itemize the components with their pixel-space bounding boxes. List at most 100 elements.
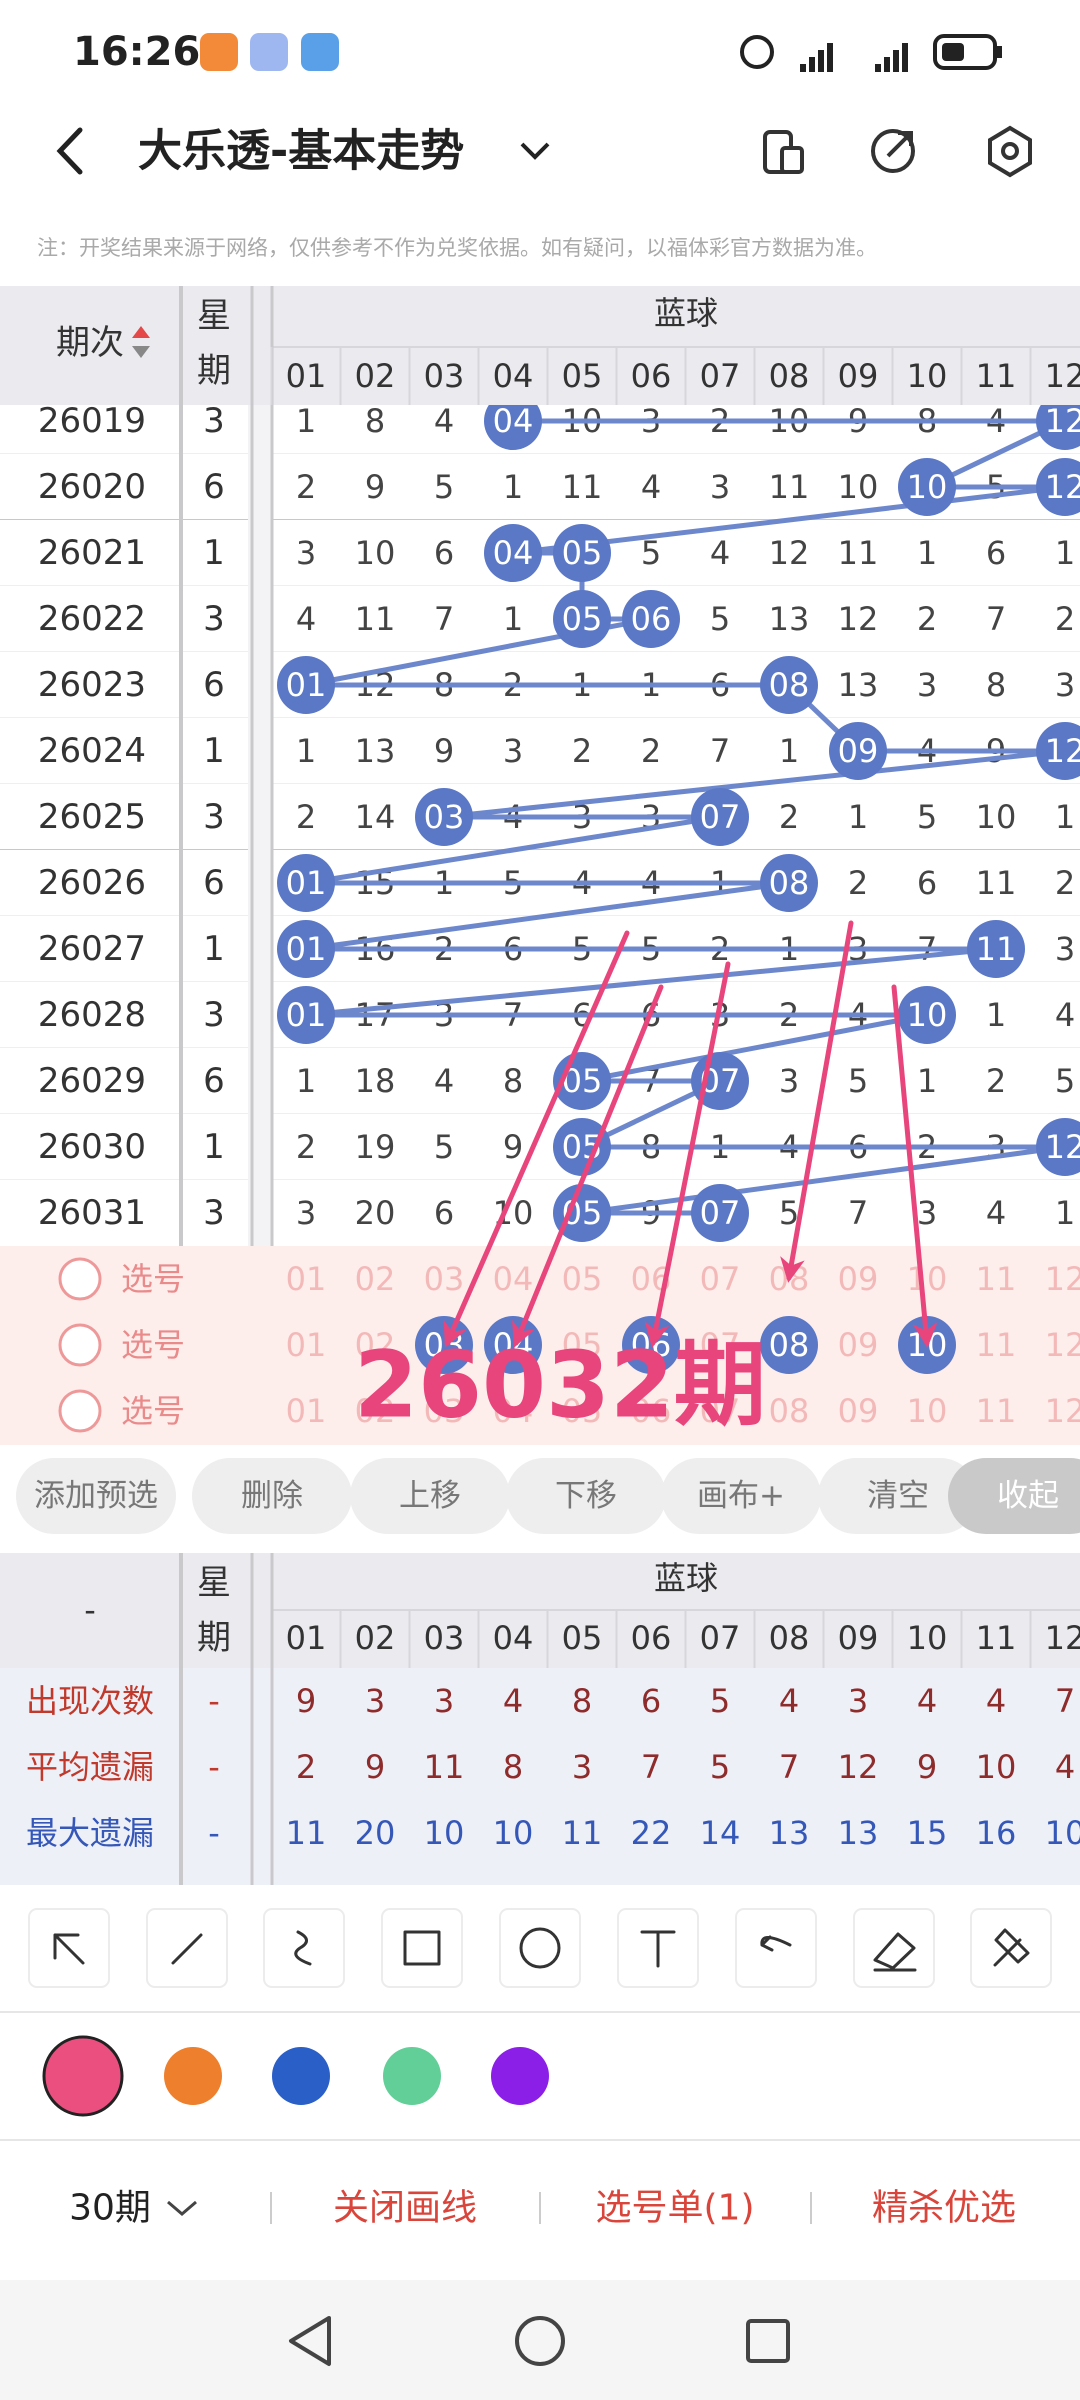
select-number[interactable]: 05 xyxy=(562,1260,603,1298)
action-button[interactable] xyxy=(506,1458,666,1534)
issue-header: 期次 xyxy=(56,323,124,363)
select-number[interactable]: 12 xyxy=(1045,1392,1080,1430)
share-icon[interactable] xyxy=(871,129,915,173)
picked-circle[interactable] xyxy=(760,1316,818,1374)
hit-circle xyxy=(1036,458,1080,516)
hit-number: 01 xyxy=(286,864,327,902)
select-number[interactable]: 07 xyxy=(700,1392,741,1430)
select-number[interactable]: 08 xyxy=(769,1392,810,1430)
select-number[interactable]: 03 xyxy=(424,1260,465,1298)
select-number[interactable]: 10 xyxy=(907,1392,948,1430)
period-select[interactable]: 30期 xyxy=(69,2188,151,2229)
hit-circle xyxy=(760,854,818,912)
hit-circle xyxy=(277,656,335,714)
action-button[interactable] xyxy=(350,1458,510,1534)
bottom-action[interactable]: 选号单(1) xyxy=(596,2188,755,2229)
select-label: 选号 xyxy=(121,1326,185,1364)
hit-circle xyxy=(967,920,1025,978)
nav-recent[interactable] xyxy=(746,2319,790,2363)
omission-cell: 4 xyxy=(434,1062,454,1100)
select-number[interactable]: 06 xyxy=(631,1392,672,1430)
select-number[interactable]: 09 xyxy=(838,1260,879,1298)
action-button[interactable] xyxy=(818,1458,978,1534)
color-swatch[interactable] xyxy=(491,2047,549,2105)
stats-value: 11 xyxy=(424,1748,465,1786)
settings-icon[interactable] xyxy=(988,125,1032,178)
tool-button[interactable] xyxy=(499,1908,581,1988)
select-radio[interactable] xyxy=(58,1323,102,1367)
stats-value: 14 xyxy=(700,1814,741,1852)
omission-cell: 10 xyxy=(355,534,396,572)
action-button[interactable] xyxy=(948,1458,1080,1534)
column-header: 09 xyxy=(838,1619,879,1657)
select-number[interactable]: 01 xyxy=(286,1392,327,1430)
hit-circle xyxy=(415,788,473,846)
nav-back[interactable] xyxy=(289,2316,331,2366)
color-swatch[interactable] xyxy=(164,2047,222,2105)
sort-down[interactable] xyxy=(132,346,150,358)
bottom-action[interactable]: 精杀优选 xyxy=(872,2188,1016,2229)
select-number[interactable]: 11 xyxy=(976,1260,1017,1298)
select-number[interactable]: 02 xyxy=(355,1392,396,1430)
share-arrow[interactable] xyxy=(886,131,913,158)
omission-cell: 13 xyxy=(769,600,810,638)
hit-number: 12 xyxy=(1045,468,1080,506)
select-number[interactable]: 05 xyxy=(562,1392,603,1430)
nav-home[interactable] xyxy=(515,2316,565,2366)
select-radio[interactable] xyxy=(58,1389,102,1433)
issue-number: 26025 xyxy=(38,797,146,837)
select-number[interactable]: 09 xyxy=(838,1392,879,1430)
weekday: 3 xyxy=(203,995,225,1035)
select-radio[interactable] xyxy=(58,1257,102,1301)
device-icon-2[interactable] xyxy=(780,146,804,174)
hit-circle xyxy=(691,788,749,846)
select-number[interactable]: 12 xyxy=(1045,1326,1080,1364)
hit-circle xyxy=(277,986,335,1044)
select-number[interactable]: 04 xyxy=(493,1392,534,1430)
select-number[interactable]: 11 xyxy=(976,1392,1017,1430)
select-number[interactable]: 02 xyxy=(355,1326,396,1364)
color-swatch[interactable] xyxy=(272,2047,330,2105)
omission-cell: 1 xyxy=(986,996,1006,1034)
select-number[interactable]: 10 xyxy=(907,1260,948,1298)
title-dropdown[interactable] xyxy=(520,142,550,160)
select-number[interactable]: 09 xyxy=(838,1326,879,1364)
weekday: 1 xyxy=(203,533,225,573)
tool-button[interactable] xyxy=(381,1908,463,1988)
color-swatch[interactable] xyxy=(42,2035,124,2117)
tool-button[interactable] xyxy=(853,1908,935,1988)
back-button[interactable] xyxy=(56,127,83,175)
issue-number: 26027 xyxy=(38,929,146,969)
select-number[interactable]: 07 xyxy=(700,1326,741,1364)
select-number[interactable]: 02 xyxy=(355,1260,396,1298)
column-header: 06 xyxy=(631,1619,672,1657)
hit-ball: 12 xyxy=(1036,458,1080,516)
tool-button[interactable] xyxy=(735,1908,817,1988)
select-number[interactable]: 01 xyxy=(286,1326,327,1364)
omission-cell: 4 xyxy=(434,402,454,440)
select-number[interactable]: 07 xyxy=(700,1260,741,1298)
select-number[interactable]: 11 xyxy=(976,1326,1017,1364)
select-number[interactable]: 01 xyxy=(286,1260,327,1298)
bottom-action[interactable]: 关闭画线 xyxy=(333,2188,477,2229)
tool-button[interactable] xyxy=(263,1908,345,1988)
omission-cell: 5 xyxy=(434,1128,454,1166)
omission-cell: 3 xyxy=(296,534,316,572)
color-swatch[interactable] xyxy=(383,2047,441,2105)
select-number[interactable]: 04 xyxy=(493,1260,534,1298)
issue-number: 26024 xyxy=(38,731,146,771)
hit-number: 04 xyxy=(493,402,534,440)
hit-ball: 01 xyxy=(277,920,335,978)
hit-circle xyxy=(898,458,956,516)
omission-cell: 13 xyxy=(838,666,879,704)
hit-number: 07 xyxy=(700,798,741,836)
select-number[interactable]: 03 xyxy=(424,1392,465,1430)
select-number[interactable]: 05 xyxy=(562,1326,603,1364)
stats-row-bg xyxy=(0,1866,1080,1885)
action-button[interactable] xyxy=(192,1458,352,1534)
column-header: 01 xyxy=(286,1619,327,1657)
select-number[interactable]: 12 xyxy=(1045,1260,1080,1298)
action-button[interactable] xyxy=(661,1458,821,1534)
action-button[interactable] xyxy=(16,1458,176,1534)
sort-up[interactable] xyxy=(132,326,150,338)
